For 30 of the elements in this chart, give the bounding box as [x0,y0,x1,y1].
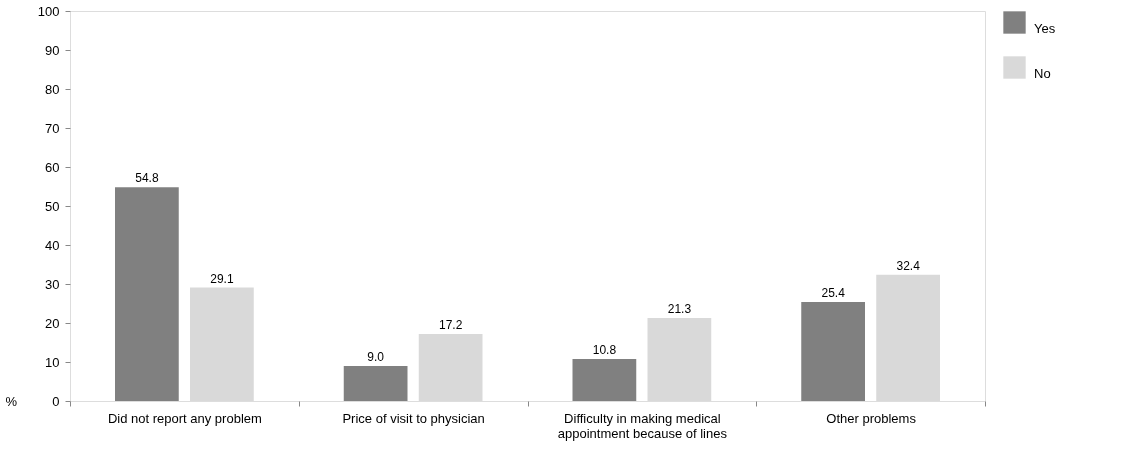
bar [343,365,408,401]
data-label: 29.1 [210,271,234,286]
legend-label: Yes [1034,20,1056,36]
y-tick-label: 10 [45,354,60,370]
y-tick-label: 20 [45,315,60,331]
x-tick-label: Price of visit to physician [342,410,485,426]
y-tick-label: 30 [45,276,60,292]
x-tick-label: Difficulty in making medical appointment because of lines [557,410,728,441]
data-label: 32.4 [896,258,921,273]
data-label: 54.8 [135,171,159,186]
y-tick-label: 80 [45,81,60,97]
data-label: 25.4 [821,285,846,300]
y-tick-label: 0 [52,393,60,409]
x-tick-label: Other problems [826,410,917,426]
bar [115,187,179,401]
data-label: 17.2 [438,317,463,332]
legend-label: No [1034,65,1051,81]
y-axis-title: % [5,393,18,409]
data-label: 21.3 [667,301,692,316]
bar [801,301,865,401]
data-label: 9.0 [367,349,385,364]
data-label: 10.8 [592,342,617,357]
y-tick-label: 90 [45,42,60,58]
y-tick-label: 40 [45,237,60,253]
x-tick-label: Did not report any problem [107,410,262,426]
y-tick-label: 50 [45,198,60,214]
y-tick-label: 70 [45,120,60,136]
bar [572,358,637,401]
y-tick-label: 100 [37,3,60,19]
y-tick-label: 60 [45,159,60,175]
